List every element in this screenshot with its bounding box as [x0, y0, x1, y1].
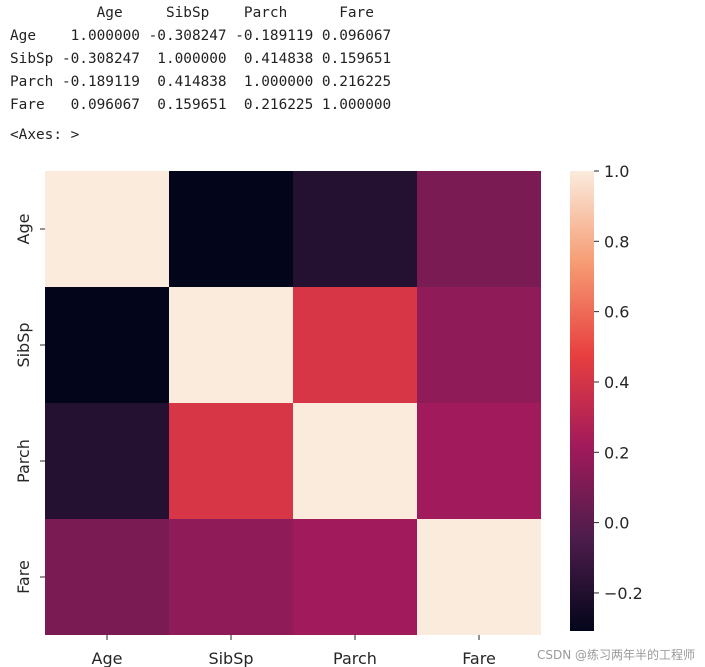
heatmap-cell	[417, 519, 541, 635]
x-axis: Age SibSp Parch Fare	[92, 635, 496, 667]
y-tick-label: SibSp	[14, 322, 33, 367]
heatmap-cell	[45, 519, 169, 635]
colorbar-tick-label: 0.4	[604, 373, 629, 392]
heatmap-cell	[169, 519, 293, 635]
colorbar-tick-label: 0.8	[604, 232, 629, 251]
colorbar-tick-label: −0.2	[604, 584, 643, 603]
output-line: SibSp -0.308247 1.000000 0.414838 0.1596…	[10, 51, 392, 67]
colorbar: −0.2 0.0 0.2 0.4 0.6 0.8 1.0	[570, 162, 643, 631]
output-line: Age SibSp Parch Fare	[10, 5, 374, 21]
heatmap-cell	[45, 403, 169, 519]
heatmap-cell	[417, 171, 541, 287]
heatmap-cell	[417, 403, 541, 519]
x-tick-label: SibSp	[208, 649, 253, 667]
colorbar-tick-label: 0.6	[604, 303, 629, 322]
output-line: Age 1.000000 -0.308247 -0.189119 0.09606…	[10, 28, 392, 44]
y-tick-label: Fare	[14, 560, 33, 594]
heatmap-cell	[417, 287, 541, 403]
colorbar-tick-label: 1.0	[604, 162, 629, 181]
heatmap-cell	[293, 171, 417, 287]
heatmap-cell	[293, 519, 417, 635]
y-tick-label: Parch	[14, 439, 33, 483]
output-line: Parch -0.189119 0.414838 1.000000 0.2162…	[10, 74, 392, 90]
x-tick-label: Fare	[462, 649, 496, 667]
heatmap-cells	[45, 171, 541, 635]
x-tick-label: Parch	[333, 649, 377, 667]
colorbar-gradient	[570, 171, 594, 631]
heatmap-cell	[169, 287, 293, 403]
heatmap-cell	[293, 287, 417, 403]
heatmap-cell	[169, 403, 293, 519]
heatmap-cell	[45, 287, 169, 403]
y-axis: Age SibSp Parch Fare	[14, 214, 45, 594]
colorbar-tick-label: 0.2	[604, 443, 629, 462]
x-tick-label: Age	[92, 649, 123, 667]
output-line: Fare 0.096067 0.159651 0.216225 1.000000	[10, 97, 392, 113]
heatmap-cell	[293, 403, 417, 519]
heatmap-cell	[45, 171, 169, 287]
y-tick-label: Age	[14, 214, 33, 245]
axes-repr: <Axes: >	[10, 127, 80, 143]
dataframe-output: Age SibSp Parch Fare Age 1.000000 -0.308…	[10, 2, 391, 117]
watermark: CSDN @练习两年半的工程师	[536, 648, 695, 662]
colorbar-tick-label: 0.0	[604, 514, 629, 533]
heatmap-cell	[169, 171, 293, 287]
